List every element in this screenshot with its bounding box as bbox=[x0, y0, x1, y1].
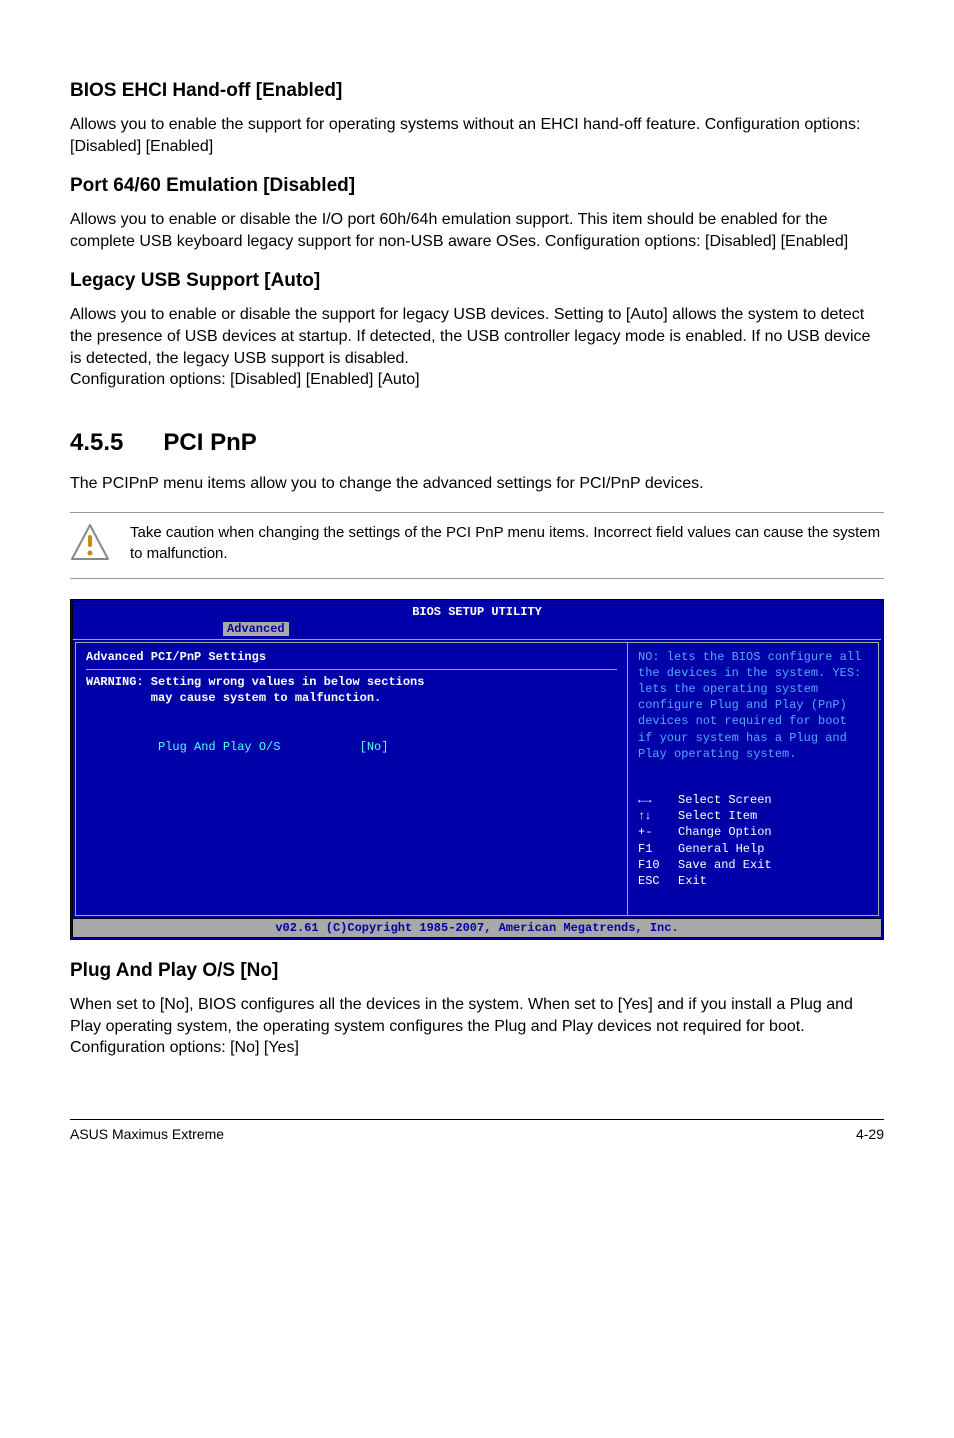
desc-lr: Select Screen bbox=[678, 792, 772, 808]
desc-ud: Select Item bbox=[678, 808, 757, 824]
page-footer: ASUS Maximus Extreme 4-29 bbox=[70, 1119, 884, 1142]
key-lr: ←→ bbox=[638, 792, 678, 808]
warning-icon bbox=[70, 523, 110, 568]
bios-footer: v02.61 (C)Copyright 1985-2007, American … bbox=[73, 918, 881, 937]
pcipnp-body: The PCIPnP menu items allow you to chang… bbox=[70, 473, 884, 495]
footer-left: ASUS Maximus Extreme bbox=[70, 1126, 224, 1142]
bios-title: BIOS SETUP UTILITY bbox=[73, 602, 881, 620]
bios-tab-advanced[interactable]: Advanced bbox=[223, 622, 289, 636]
key-f10: F10 bbox=[638, 857, 678, 873]
bios-help-text: NO: lets the BIOS configure all the devi… bbox=[638, 649, 868, 762]
caution-text: Take caution when changing the settings … bbox=[130, 523, 884, 564]
key-ud: ↑↓ bbox=[638, 808, 678, 824]
pcipnp-num: 4.5.5 bbox=[70, 429, 123, 457]
ehci-body: Allows you to enable the support for ope… bbox=[70, 114, 884, 157]
bios-screenshot: BIOS SETUP UTILITY Advanced Advanced PCI… bbox=[70, 599, 884, 940]
key-pm: +- bbox=[638, 824, 678, 840]
plugplay-body2: Configuration options: [No] [Yes] bbox=[70, 1037, 884, 1059]
bios-warning-l2: may cause system to malfunction. bbox=[86, 690, 617, 706]
port6460-title: Port 64/60 Emulation [Disabled] bbox=[70, 175, 884, 197]
desc-f1: General Help bbox=[678, 841, 764, 857]
bios-warning-l1: WARNING: Setting wrong values in below s… bbox=[86, 674, 617, 690]
legacyusb-body: Allows you to enable or disable the supp… bbox=[70, 304, 884, 369]
bios-item-row[interactable]: Plug And Play O/S [No] bbox=[86, 722, 617, 771]
bios-right-pane: NO: lets the BIOS configure all the devi… bbox=[627, 642, 879, 916]
footer-right: 4-29 bbox=[856, 1126, 884, 1142]
bios-left-heading: Advanced PCI/PnP Settings bbox=[86, 649, 617, 665]
desc-esc: Exit bbox=[678, 873, 707, 889]
legacyusb-body2: Configuration options: [Disabled] [Enabl… bbox=[70, 369, 884, 391]
desc-f10: Save and Exit bbox=[678, 857, 772, 873]
bios-tabs: Advanced bbox=[73, 621, 881, 639]
key-esc: ESC bbox=[638, 873, 678, 889]
bios-item-label: Plug And Play O/S bbox=[158, 740, 280, 754]
pcipnp-title: PCI PnP bbox=[163, 429, 256, 456]
plugplay-title: Plug And Play O/S [No] bbox=[70, 960, 884, 982]
bios-left-pane: Advanced PCI/PnP Settings WARNING: Setti… bbox=[75, 642, 627, 916]
bios-item-value: [No] bbox=[360, 740, 389, 754]
caution-note: Take caution when changing the settings … bbox=[70, 512, 884, 579]
bios-help-keys: ←→Select Screen ↑↓Select Item +-Change O… bbox=[638, 792, 868, 889]
legacyusb-title: Legacy USB Support [Auto] bbox=[70, 270, 884, 292]
port6460-body: Allows you to enable or disable the I/O … bbox=[70, 209, 884, 252]
ehci-title: BIOS EHCI Hand-off [Enabled] bbox=[70, 80, 884, 102]
key-f1: F1 bbox=[638, 841, 678, 857]
desc-pm: Change Option bbox=[678, 824, 772, 840]
pcipnp-heading: 4.5.5 PCI PnP bbox=[70, 429, 884, 457]
plugplay-body: When set to [No], BIOS configures all th… bbox=[70, 994, 884, 1037]
